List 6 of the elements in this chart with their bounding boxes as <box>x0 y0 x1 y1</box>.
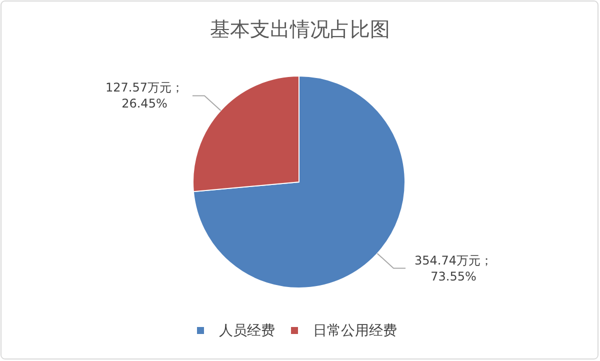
legend-label: 人员经费 <box>219 323 275 339</box>
legend-label: 日常公用经费 <box>313 323 397 339</box>
data-label: 354.74万元； 73.55% <box>414 253 493 284</box>
pie-slice <box>192 76 406 288</box>
chart-title: 基本支出情况占比图 <box>210 17 390 41</box>
data-label: 127.57万元； 26.45% <box>105 80 184 111</box>
